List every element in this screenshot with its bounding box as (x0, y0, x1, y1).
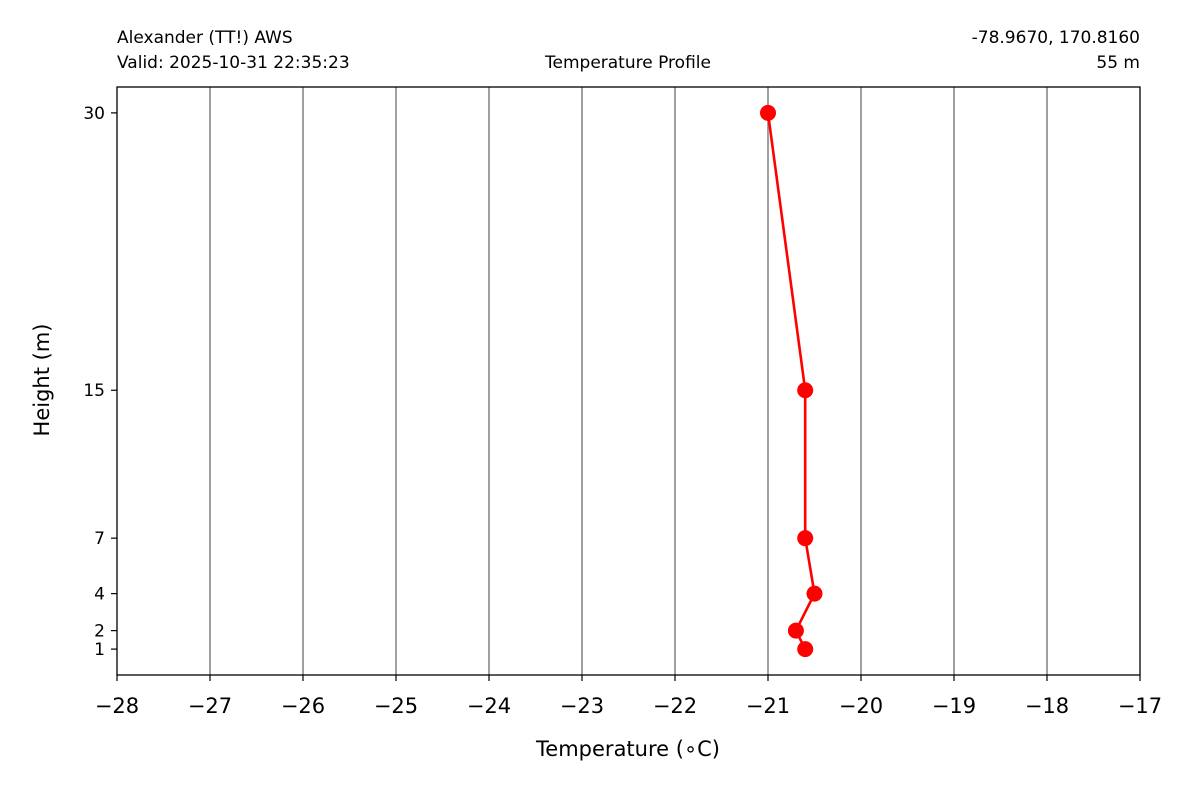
data-point (797, 641, 814, 658)
plot-area-frame (116, 86, 1141, 676)
station-elevation: 55 m (1096, 53, 1140, 73)
x-axis-ticks: −28 −27 −26 −25 −24 −23 −22 −21 −20 −19 −18 −17 (95, 675, 1162, 718)
x-tick-label: −26 (281, 694, 325, 718)
data-point (787, 622, 804, 639)
data-point (806, 585, 823, 602)
data-point (760, 104, 776, 121)
y-axis-label: Height (m) (30, 324, 54, 437)
x-tick-label: −21 (746, 694, 790, 718)
x-tick-label: −20 (839, 694, 883, 718)
y-tick-label: 2 (94, 622, 105, 642)
x-tick-label: −27 (188, 694, 232, 718)
grid-lines (209, 87, 1048, 675)
data-point (797, 530, 814, 547)
series-line (766, 112, 816, 650)
data-point (797, 382, 814, 399)
valid-time: Valid: 2025-10-31 22:35:23 (117, 53, 350, 73)
x-tick-label: −22 (653, 694, 697, 718)
y-tick-label: 30 (83, 104, 105, 124)
x-tick-label: −23 (560, 694, 604, 718)
x-tick-label: −18 (1025, 694, 1069, 718)
y-tick-label: 1 (94, 640, 105, 660)
y-axis-ticks: 12 4 7 15 30 (83, 104, 117, 660)
chart-title: Temperature Profile (544, 53, 711, 73)
y-tick-label: 4 (94, 585, 105, 605)
x-axis-label: Temperature (∘C) (535, 737, 720, 761)
station-name: Alexander (TT!) AWS (117, 28, 293, 48)
y-tick-label: 15 (83, 381, 105, 401)
y-tick-label: 7 (94, 529, 105, 549)
x-tick-label: −24 (467, 694, 511, 718)
x-tick-label: −17 (1118, 694, 1162, 718)
x-tick-label: −25 (374, 694, 418, 718)
x-tick-label: −28 (95, 694, 139, 718)
station-coordinates: -78.9670, 170.8160 (972, 28, 1140, 48)
data-series (760, 104, 823, 658)
x-tick-label: −19 (932, 694, 976, 718)
